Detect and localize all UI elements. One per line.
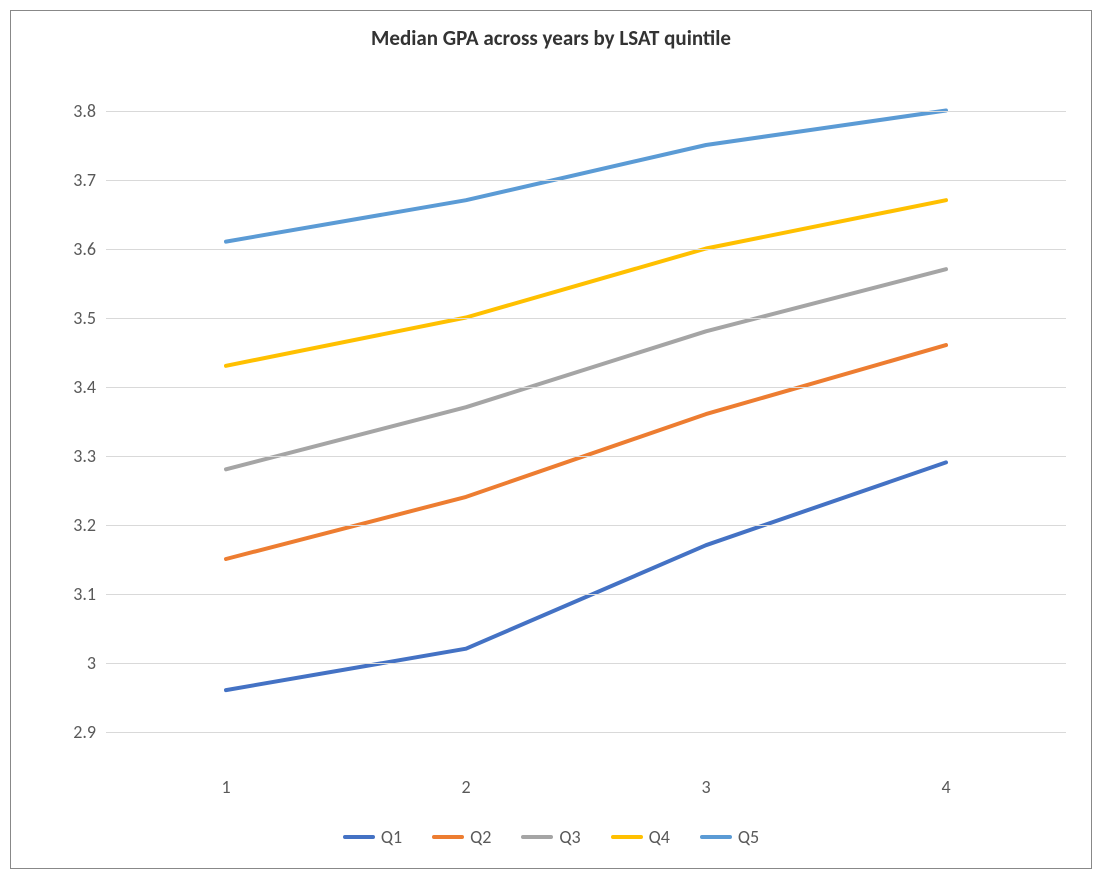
y-tick-label: 3.5 (73, 307, 96, 329)
gridline (106, 594, 1066, 595)
legend: Q1 Q2 Q3 Q4 Q5 (11, 826, 1091, 848)
chart-container: Median GPA across years by LSAT quintile… (0, 0, 1102, 879)
legend-label: Q1 (381, 826, 402, 848)
y-tick-label: 3.2 (73, 514, 96, 536)
legend-label: Q4 (649, 826, 670, 848)
legend-item-q2: Q2 (432, 826, 491, 848)
y-tick-label: 3.6 (73, 238, 96, 260)
y-tick-label: 3.7 (73, 169, 96, 191)
gridline (106, 180, 1066, 181)
gridline (106, 732, 1066, 733)
y-tick-label: 3.4 (73, 376, 96, 398)
chart-border: Median GPA across years by LSAT quintile… (10, 10, 1092, 869)
legend-label: Q2 (470, 826, 491, 848)
series-line-q1 (226, 462, 946, 690)
gridline (106, 456, 1066, 457)
gridline (106, 249, 1066, 250)
legend-swatch (432, 835, 464, 839)
legend-item-q4: Q4 (611, 826, 670, 848)
gridline (106, 525, 1066, 526)
legend-swatch (521, 835, 553, 839)
series-line-q3 (226, 269, 946, 469)
gridline (106, 318, 1066, 319)
y-tick-label: 2.9 (73, 721, 96, 743)
legend-swatch (700, 835, 732, 839)
gridline (106, 111, 1066, 112)
legend-swatch (343, 835, 375, 839)
legend-item-q5: Q5 (700, 826, 759, 848)
y-tick-label: 3.8 (73, 100, 96, 122)
legend-item-q3: Q3 (521, 826, 580, 848)
legend-swatch (611, 835, 643, 839)
legend-label: Q3 (559, 826, 580, 848)
x-tick-label: 3 (701, 776, 710, 798)
x-tick-label: 4 (941, 776, 950, 798)
chart-title: Median GPA across years by LSAT quintile (11, 25, 1091, 51)
y-tick-label: 3.1 (73, 583, 96, 605)
legend-item-q1: Q1 (343, 826, 402, 848)
x-tick-label: 1 (221, 776, 230, 798)
legend-label: Q5 (738, 826, 759, 848)
y-tick-label: 3 (87, 652, 96, 674)
series-line-q4 (226, 200, 946, 366)
x-tick-label: 2 (461, 776, 470, 798)
gridline (106, 387, 1066, 388)
gridline (106, 663, 1066, 664)
y-tick-label: 3.3 (73, 445, 96, 467)
plot-area: 2.933.13.23.33.43.53.63.73.81234 (106, 76, 1066, 766)
series-line-q2 (226, 345, 946, 559)
